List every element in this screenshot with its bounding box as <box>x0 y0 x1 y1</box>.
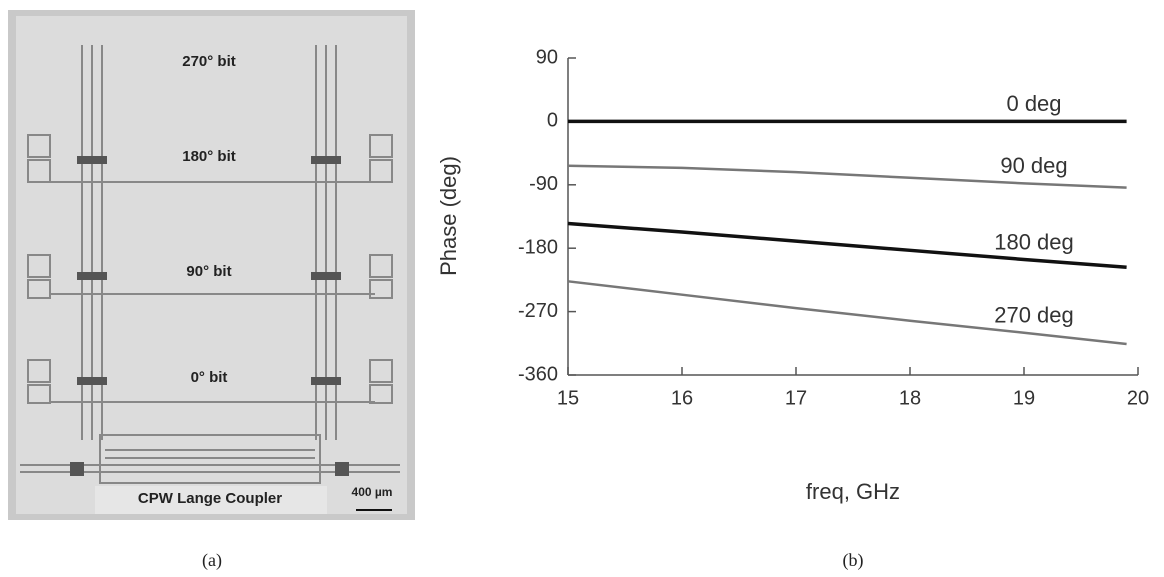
x-tick-label: 19 <box>1013 387 1035 409</box>
coupler-label: CPW Lange Coupler <box>138 490 282 507</box>
y-tick-label: -90 <box>529 173 558 195</box>
line-label: 270 deg <box>994 303 1074 328</box>
y-axis-title: Phase (deg) <box>436 156 461 276</box>
caption: (a) <box>202 550 222 571</box>
bit-label: 90° bit <box>186 263 231 280</box>
x-axis-title: freq, GHz <box>806 479 900 504</box>
x-tick-label: 16 <box>671 387 693 409</box>
line-label: 90 deg <box>1000 153 1067 178</box>
bit-label: 0° bit <box>191 369 228 386</box>
series-line <box>567 164 1127 189</box>
x-tick-label: 18 <box>899 387 921 409</box>
y-tick-label: -180 <box>518 236 558 258</box>
x-tick-label: 17 <box>785 387 807 409</box>
y-tick-label: 0 <box>547 110 558 132</box>
line-label: 0 deg <box>1006 91 1061 116</box>
series-line <box>567 221 1127 269</box>
chip-photo <box>8 10 415 520</box>
y-tick-label: 90 <box>536 46 558 68</box>
y-tick-label: -360 <box>518 363 558 385</box>
caption: (b) <box>843 550 864 571</box>
bit-label: 180° bit <box>182 148 236 165</box>
scale-label: 400 µm <box>352 485 393 499</box>
y-tick-label: -270 <box>518 300 558 322</box>
series-line <box>567 280 1127 346</box>
line-label: 180 deg <box>994 229 1074 254</box>
x-tick-label: 20 <box>1127 387 1149 409</box>
bit-label: 270° bit <box>182 53 236 70</box>
x-tick-label: 15 <box>557 387 579 409</box>
